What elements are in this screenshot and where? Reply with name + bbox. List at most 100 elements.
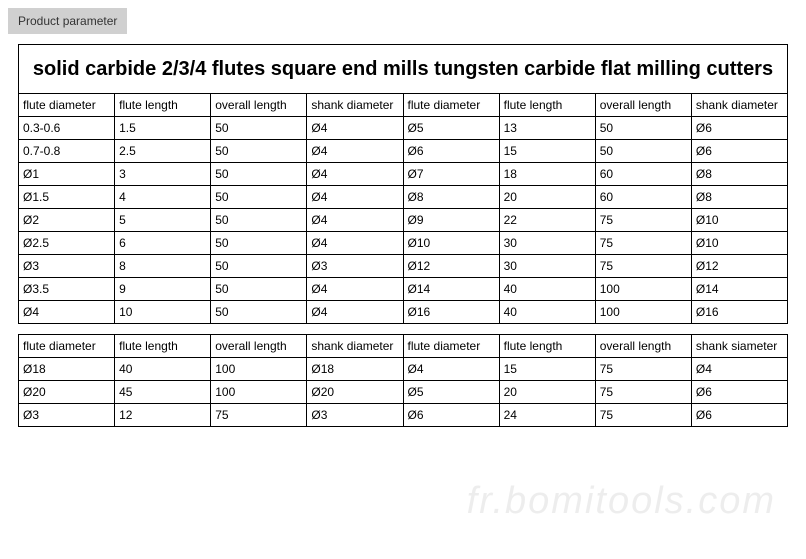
- cell: 0.7-0.8: [19, 140, 115, 163]
- cell: 100: [211, 381, 307, 404]
- cell: Ø4: [307, 186, 403, 209]
- col-header: flute diameter: [403, 335, 499, 358]
- cell: 10: [115, 301, 211, 324]
- cell: Ø16: [403, 301, 499, 324]
- cell: Ø6: [403, 404, 499, 427]
- table-row: Ø1 3 50 Ø4 Ø7 18 60 Ø8: [19, 163, 788, 186]
- cell: 40: [499, 301, 595, 324]
- cell: 75: [211, 404, 307, 427]
- col-header: shank diameter: [691, 94, 787, 117]
- col-header: shank diameter: [307, 335, 403, 358]
- cell: 24: [499, 404, 595, 427]
- col-header: shank siameter: [691, 335, 787, 358]
- cell: Ø2.5: [19, 232, 115, 255]
- cell: 40: [115, 358, 211, 381]
- cell: 45: [115, 381, 211, 404]
- cell: Ø6: [691, 117, 787, 140]
- table-row: Ø1.5 4 50 Ø4 Ø8 20 60 Ø8: [19, 186, 788, 209]
- cell: 75: [595, 358, 691, 381]
- cell: 100: [595, 278, 691, 301]
- cell: 50: [211, 209, 307, 232]
- cell: Ø4: [19, 301, 115, 324]
- cell: Ø4: [307, 278, 403, 301]
- cell: 9: [115, 278, 211, 301]
- table-row: Ø18 40 100 Ø18 Ø4 15 75 Ø4: [19, 358, 788, 381]
- cell: 8: [115, 255, 211, 278]
- cell: Ø7: [403, 163, 499, 186]
- cell: 75: [595, 404, 691, 427]
- table-row: 0.7-0.8 2.5 50 Ø4 Ø6 15 50 Ø6: [19, 140, 788, 163]
- cell: Ø2: [19, 209, 115, 232]
- cell: 13: [499, 117, 595, 140]
- cell: 50: [211, 232, 307, 255]
- col-header: flute length: [115, 335, 211, 358]
- header-row-main: flute diameter flute length overall leng…: [19, 94, 788, 117]
- cell: 12: [115, 404, 211, 427]
- title-row: solid carbide 2/3/4 flutes square end mi…: [19, 45, 788, 94]
- cell: 50: [211, 186, 307, 209]
- cell: 30: [499, 255, 595, 278]
- cell: Ø9: [403, 209, 499, 232]
- cell: 60: [595, 186, 691, 209]
- col-header: flute diameter: [19, 335, 115, 358]
- col-header: flute length: [499, 94, 595, 117]
- cell: Ø4: [307, 117, 403, 140]
- cell: Ø16: [691, 301, 787, 324]
- table-row: Ø2 5 50 Ø4 Ø9 22 75 Ø10: [19, 209, 788, 232]
- cell: 30: [499, 232, 595, 255]
- cell: Ø1.5: [19, 186, 115, 209]
- cell: Ø3: [19, 255, 115, 278]
- table-row: 0.3-0.6 1.5 50 Ø4 Ø5 13 50 Ø6: [19, 117, 788, 140]
- cell: Ø6: [691, 381, 787, 404]
- cell: Ø1: [19, 163, 115, 186]
- cell: Ø12: [403, 255, 499, 278]
- cell: Ø8: [691, 163, 787, 186]
- cell: Ø4: [403, 358, 499, 381]
- cell: 15: [499, 140, 595, 163]
- cell: 50: [211, 163, 307, 186]
- cell: Ø6: [403, 140, 499, 163]
- cell: Ø8: [403, 186, 499, 209]
- cell: 75: [595, 381, 691, 404]
- table-row: Ø3 8 50 Ø3 Ø12 30 75 Ø12: [19, 255, 788, 278]
- cell: 20: [499, 381, 595, 404]
- col-header: flute diameter: [403, 94, 499, 117]
- cell: 5: [115, 209, 211, 232]
- cell: Ø10: [403, 232, 499, 255]
- cell: 100: [595, 301, 691, 324]
- cell: 3: [115, 163, 211, 186]
- cell: Ø3: [307, 404, 403, 427]
- cell: Ø14: [403, 278, 499, 301]
- col-header: flute length: [499, 335, 595, 358]
- table-row: Ø3.5 9 50 Ø4 Ø14 40 100 Ø14: [19, 278, 788, 301]
- cell: Ø5: [403, 381, 499, 404]
- table-row: Ø3 12 75 Ø3 Ø6 24 75 Ø6: [19, 404, 788, 427]
- cell: Ø4: [307, 163, 403, 186]
- col-header: flute length: [115, 94, 211, 117]
- cell: 50: [595, 117, 691, 140]
- cell: 100: [211, 358, 307, 381]
- cell: 15: [499, 358, 595, 381]
- cell: Ø5: [403, 117, 499, 140]
- cell: Ø3: [307, 255, 403, 278]
- cell: 1.5: [115, 117, 211, 140]
- cell: 50: [211, 255, 307, 278]
- col-header: overall length: [211, 335, 307, 358]
- table-row: Ø2.5 6 50 Ø4 Ø10 30 75 Ø10: [19, 232, 788, 255]
- cell: 40: [499, 278, 595, 301]
- table-row: Ø4 10 50 Ø4 Ø16 40 100 Ø16: [19, 301, 788, 324]
- sub-table: flute diameter flute length overall leng…: [18, 334, 788, 427]
- table-row: Ø20 45 100 Ø20 Ø5 20 75 Ø6: [19, 381, 788, 404]
- cell: 4: [115, 186, 211, 209]
- cell: Ø4: [307, 232, 403, 255]
- cell: Ø18: [307, 358, 403, 381]
- main-table-wrap: solid carbide 2/3/4 flutes square end mi…: [18, 44, 788, 324]
- cell: 50: [211, 140, 307, 163]
- cell: Ø12: [691, 255, 787, 278]
- cell: 20: [499, 186, 595, 209]
- cell: Ø14: [691, 278, 787, 301]
- cell: Ø18: [19, 358, 115, 381]
- col-header: overall length: [595, 335, 691, 358]
- cell: 75: [595, 232, 691, 255]
- cell: 50: [595, 140, 691, 163]
